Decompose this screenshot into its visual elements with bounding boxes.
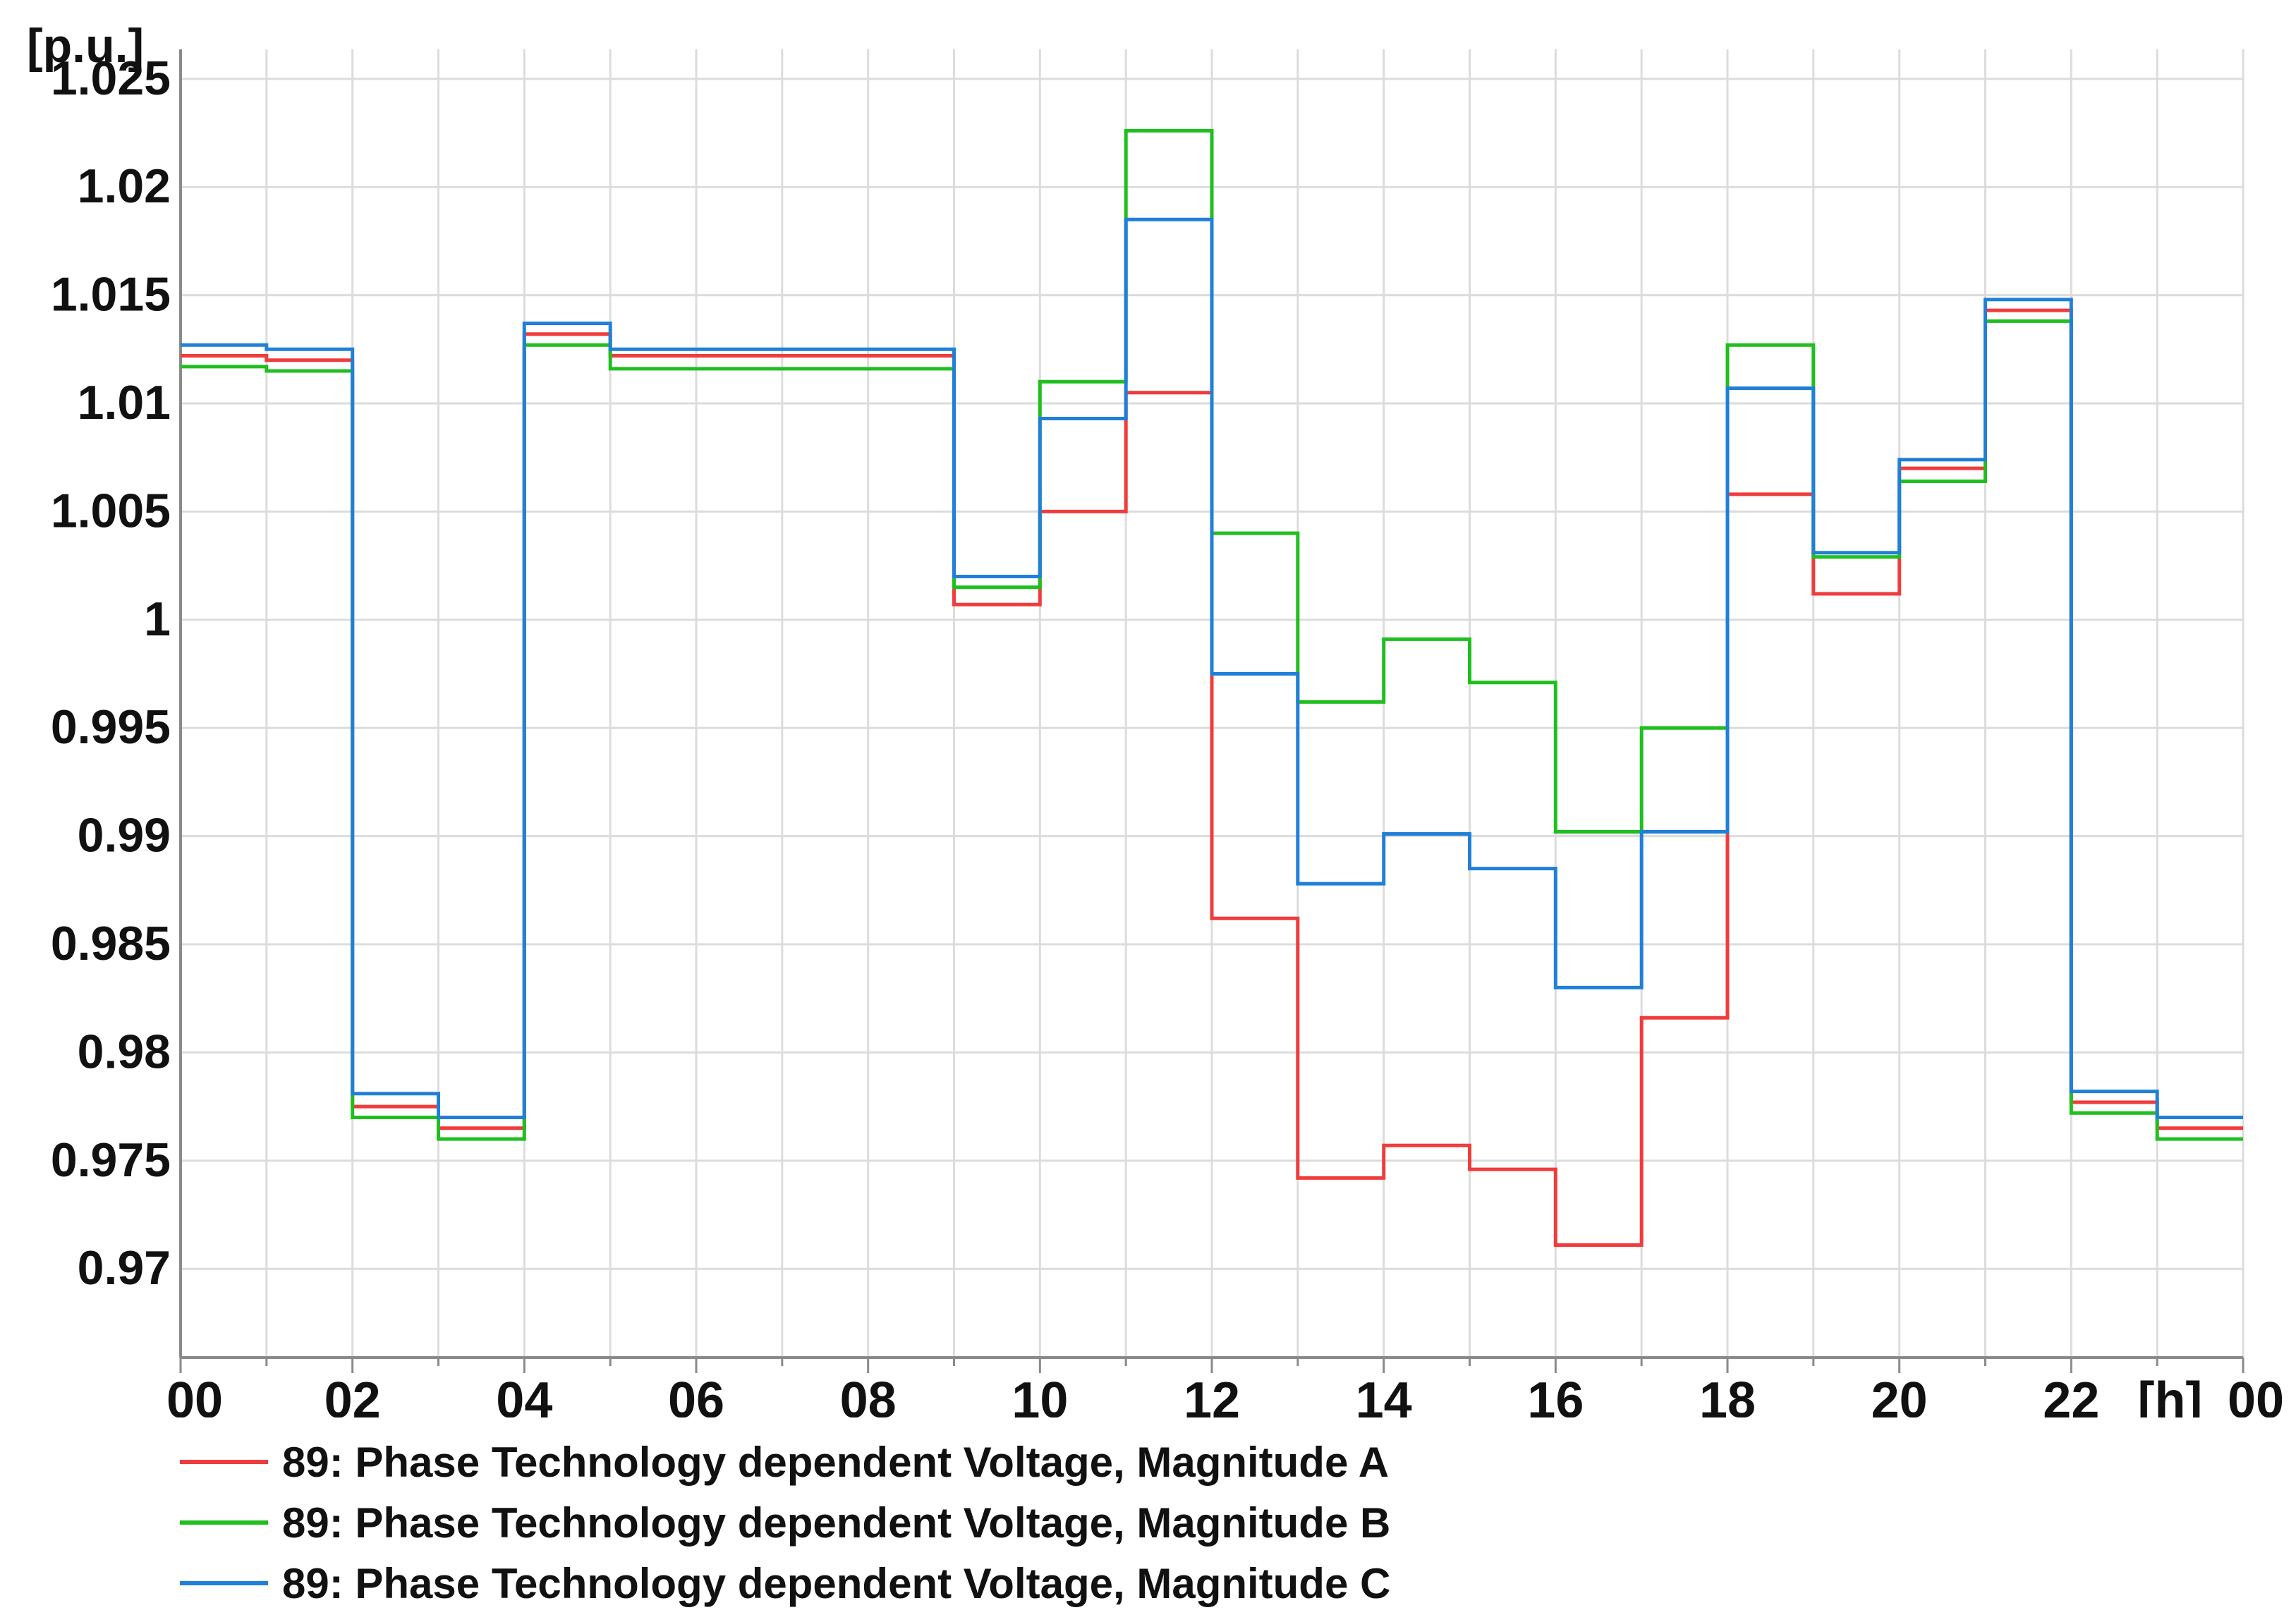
- y-unit-label: [p.u.]: [27, 19, 144, 73]
- y-tick-label: 1.02: [78, 159, 171, 213]
- x-unit-label: [h]: [2137, 1372, 2202, 1417]
- x-tick-label: 02: [324, 1372, 381, 1417]
- y-tick-label: 1.025: [51, 51, 171, 105]
- legend-item-a: 89: Phase Technology dependent Voltage, …: [180, 1432, 1390, 1492]
- y-tick-label: 1: [144, 592, 171, 646]
- x-tick-label: 22: [2043, 1372, 2099, 1417]
- legend: 89: Phase Technology dependent Voltage, …: [180, 1432, 1390, 1614]
- y-tick-label: 0.97: [78, 1241, 171, 1295]
- x-tick-label: 12: [1184, 1372, 1240, 1417]
- series-line-c: [181, 217, 2243, 1119]
- legend-swatch-b: [180, 1520, 268, 1525]
- y-tick-label: 0.995: [51, 700, 171, 754]
- x-tick-label: 04: [496, 1372, 552, 1417]
- legend-label-c: 89: Phase Technology dependent Voltage, …: [282, 1559, 1391, 1607]
- y-tick-label: 1.01: [78, 376, 171, 429]
- y-tick-label: 1.005: [51, 484, 171, 537]
- y-tick-label: 0.975: [51, 1133, 171, 1187]
- legend-swatch-c: [180, 1581, 268, 1585]
- series-group: [181, 128, 2243, 1247]
- y-tick-label: 0.985: [51, 917, 171, 970]
- x-tick-label: 16: [1527, 1372, 1584, 1417]
- x-tick-label: 10: [1012, 1372, 1068, 1417]
- x-tick-label: 06: [668, 1372, 724, 1417]
- legend-item-b: 89: Phase Technology dependent Voltage, …: [180, 1492, 1390, 1553]
- voltage-chart: 0.97 0.975 0.98 0.985 0.99 0.995 1 1.005 1.01 1.0…: [27, 19, 2284, 1417]
- x-tick-label: 20: [1871, 1372, 1928, 1417]
- y-tick-label: 0.98: [78, 1025, 171, 1078]
- tick-labels: 0.97 0.975 0.98 0.985 0.99 0.995 1 1.005 1.01 1.0…: [27, 19, 2284, 1417]
- legend-label-b: 89: Phase Technology dependent Voltage, …: [282, 1499, 1391, 1547]
- y-tick-label: 1.015: [51, 268, 171, 322]
- axes: [179, 49, 2245, 1373]
- x-tick-label: 14: [1356, 1372, 1412, 1417]
- y-tick-label: 0.99: [78, 809, 171, 862]
- x-tick-label: 00: [2228, 1372, 2284, 1417]
- legend-label-a: 89: Phase Technology dependent Voltage, …: [282, 1438, 1390, 1486]
- x-tick-label: 08: [840, 1372, 897, 1417]
- x-tick-label: 18: [1699, 1372, 1756, 1417]
- legend-swatch-a: [180, 1460, 268, 1464]
- legend-item-c: 89: Phase Technology dependent Voltage, …: [180, 1553, 1390, 1614]
- x-tick-label: 00: [166, 1372, 223, 1417]
